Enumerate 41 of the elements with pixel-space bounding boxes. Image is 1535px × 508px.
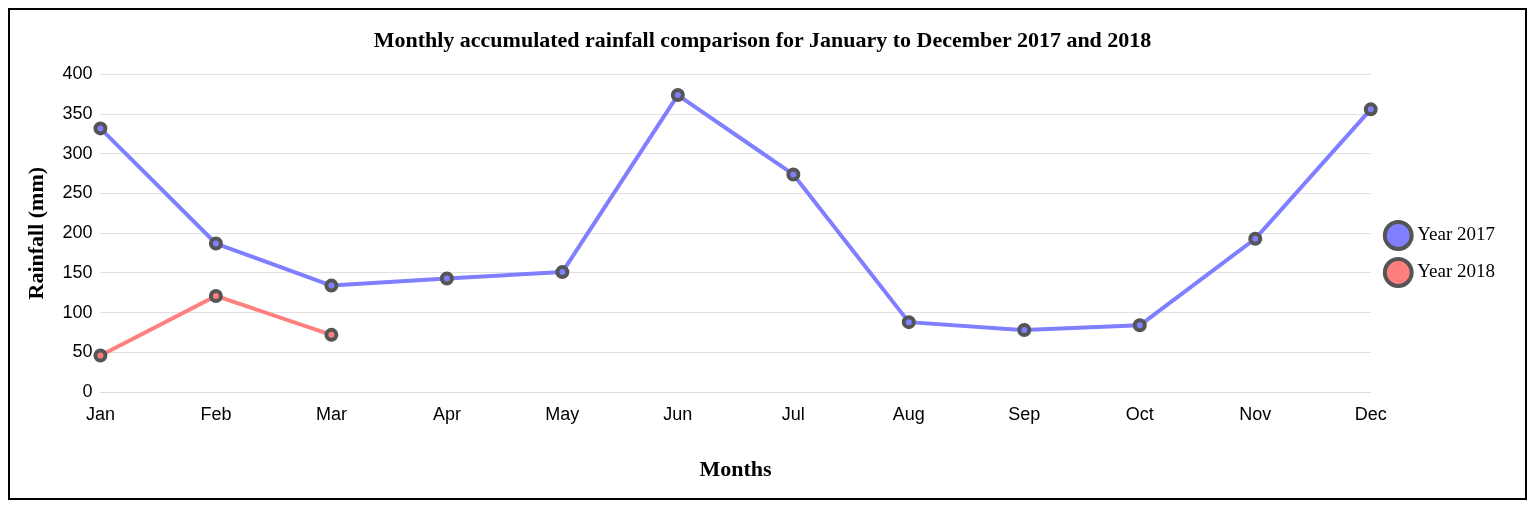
x-tick-label: Apr	[432, 403, 461, 424]
y-tick-label: 150	[62, 261, 93, 282]
legend-label: Year 2017	[1417, 223, 1495, 245]
y-tick-label: 250	[62, 182, 93, 203]
point	[1132, 318, 1147, 333]
point	[93, 348, 108, 363]
point	[208, 288, 223, 303]
legend-label: Year 2018	[1417, 260, 1495, 282]
x-axis-title: Months	[699, 456, 773, 482]
x-tick-label: May	[545, 403, 580, 424]
y-tick-label: 50	[72, 341, 93, 362]
y-axis-title: Rainfall (mm)	[22, 166, 48, 300]
x-tick-label: Dec	[1354, 403, 1387, 424]
x-tick-label: Oct	[1125, 403, 1154, 424]
y-tick-label: 200	[62, 222, 93, 243]
chart-title: Monthly accumulated rainfall comparison for January to December 2017 and 2018	[373, 26, 1152, 52]
y-tick-label: 100	[62, 301, 93, 322]
point	[1248, 231, 1263, 246]
x-tick-label: Jun	[663, 403, 693, 424]
y-tick-label: 0	[82, 380, 93, 401]
x-tick-label: Sep	[1008, 403, 1041, 424]
x-tick-label: Nov	[1239, 403, 1272, 424]
point	[670, 88, 685, 103]
point	[901, 315, 916, 330]
x-tick-label: Jul	[781, 403, 805, 424]
point	[786, 167, 801, 182]
point	[208, 236, 223, 251]
point	[439, 271, 454, 286]
x-tick-label: Mar	[315, 403, 347, 424]
point	[1017, 323, 1032, 338]
x-tick-label: Aug	[892, 403, 925, 424]
point	[324, 278, 339, 293]
y-tick-label: 300	[62, 142, 93, 163]
point	[555, 265, 570, 280]
x-tick-label: Jan	[85, 403, 115, 424]
x-tick-label: Feb	[200, 403, 232, 424]
point	[324, 327, 339, 342]
y-tick-label: 350	[62, 103, 93, 124]
point	[1363, 102, 1378, 117]
point	[93, 121, 108, 136]
y-tick-label: 400	[62, 63, 93, 84]
